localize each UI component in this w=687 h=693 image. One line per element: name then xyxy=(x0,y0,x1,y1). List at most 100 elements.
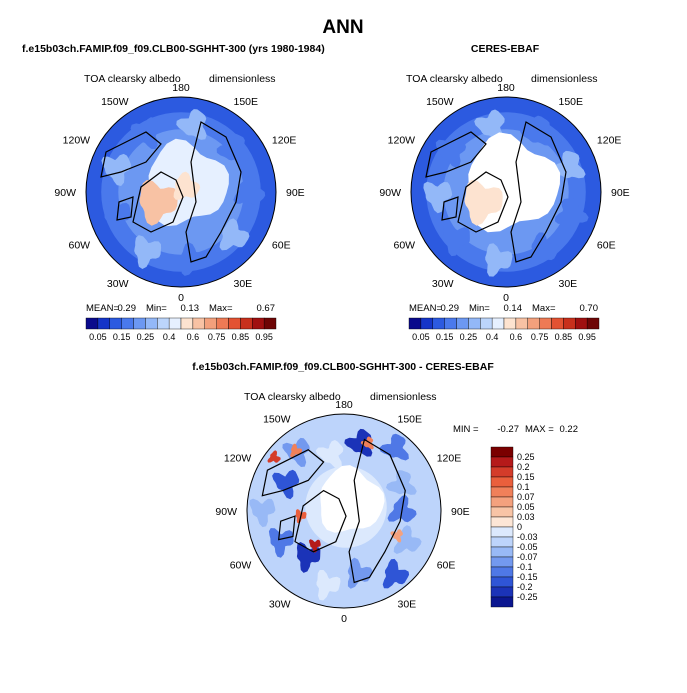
colorbar-label: 0.05 xyxy=(517,502,535,512)
contour-patch xyxy=(134,235,162,269)
colorbar-swatch xyxy=(240,317,253,330)
contour-patch xyxy=(393,525,422,554)
colorbar-swatch xyxy=(192,317,205,330)
colorbar-swatch xyxy=(551,317,564,330)
lon-label: 30W xyxy=(432,278,454,290)
colorbar-label: -0.03 xyxy=(517,532,538,542)
coastline xyxy=(132,171,184,233)
colorbar-swatch xyxy=(586,317,600,330)
colorbar-swatch xyxy=(109,317,122,330)
colorbar-swatch xyxy=(168,317,182,330)
lon-label: 150W xyxy=(263,413,291,425)
lon-label: 0 xyxy=(503,292,509,304)
colorbar-label: 0.05 xyxy=(89,332,107,342)
contour-patch xyxy=(474,109,505,142)
colorbar-label: 0.75 xyxy=(531,332,549,342)
colorbar-swatch xyxy=(444,317,457,330)
lon-label: 30E xyxy=(398,599,417,611)
colorbar-label: 0.4 xyxy=(163,332,176,342)
contour-patch xyxy=(249,498,276,528)
stats-diff-min: -0.27 xyxy=(497,424,519,435)
coastline xyxy=(277,515,296,541)
contour-patch xyxy=(530,232,559,265)
colorbar-swatch xyxy=(563,317,576,330)
stats-model: MEAN= 0.29 Min= 0.13 Max= 0.67 xyxy=(86,303,275,314)
colorbar-swatch xyxy=(180,317,194,330)
contour-patch xyxy=(435,135,467,168)
lon-label: 150W xyxy=(426,96,454,108)
stats-model-min: 0.13 xyxy=(181,303,200,314)
contour-patch xyxy=(130,117,162,149)
contour-patch xyxy=(101,153,132,186)
contour-patch xyxy=(344,428,373,457)
colorbar-swatch xyxy=(490,486,514,498)
positive-bias-patch xyxy=(309,539,321,553)
colorbar-swatch xyxy=(204,317,217,330)
colorbar-swatch xyxy=(85,317,99,330)
lon-label: 60W xyxy=(394,240,416,252)
lon-label: 90W xyxy=(379,187,401,199)
stats-obs-mean-label: MEAN= xyxy=(409,303,442,314)
colorbar-swatch xyxy=(490,556,514,568)
map-boundary xyxy=(246,413,442,609)
colorbar-label: 0.25 xyxy=(137,332,155,342)
stats-model-min-label: Min= xyxy=(146,303,167,314)
lon-label: 120E xyxy=(597,135,622,147)
colorbar-label: 0.95 xyxy=(255,332,273,342)
positive-bias-patch xyxy=(267,450,281,463)
colorbar-swatch xyxy=(432,317,445,330)
stats-diff-min-label: MIN = xyxy=(453,424,479,435)
coastline xyxy=(185,121,242,263)
lon-label: 60E xyxy=(437,560,456,572)
lon-label: 90E xyxy=(451,506,470,518)
stats-difference: MIN = -0.27 MAX = 0.22 xyxy=(453,424,578,435)
colorbar-swatch xyxy=(97,317,111,330)
colorbar-swatch xyxy=(490,586,514,598)
coastline xyxy=(100,131,162,178)
lon-label: 90W xyxy=(54,187,76,199)
colorbar-label: -0.1 xyxy=(517,562,533,572)
contour-patch xyxy=(485,243,513,277)
panel-model-header: f.e15b03ch.FAMIP.f09_f09.CLB00-SGHHT-300… xyxy=(22,43,325,55)
contour-patch xyxy=(520,115,552,146)
colorbar-swatch xyxy=(490,576,514,588)
no-data-region xyxy=(320,465,385,533)
lon-label: 180 xyxy=(497,82,515,94)
stats-diff-max-label: MAX = xyxy=(525,424,554,435)
page-title: ANN xyxy=(322,17,363,38)
contour-patch xyxy=(315,440,344,470)
colorbar-label: -0.07 xyxy=(517,552,538,562)
lon-label: 60E xyxy=(597,240,616,252)
colorbar-swatch xyxy=(491,317,505,330)
colorbar-swatch xyxy=(490,546,514,558)
colorbar-label: -0.2 xyxy=(517,582,533,592)
panel-obs-variable: TOA clearsky albedo xyxy=(406,73,503,85)
lon-label: 120W xyxy=(63,135,91,147)
colorbar-label: 0.2 xyxy=(517,462,530,472)
colorbar-swatch xyxy=(157,317,170,330)
colorbar-swatch xyxy=(263,317,277,330)
lon-label: 30W xyxy=(269,599,291,611)
colorbar-label: -0.15 xyxy=(517,572,538,582)
colorbar-swatch xyxy=(228,317,241,330)
coastline xyxy=(510,121,567,263)
colorbar-label: 0 xyxy=(517,522,522,532)
lon-label: 150E xyxy=(398,413,423,425)
greenland-albedo xyxy=(139,179,178,226)
colorbar-obs: 0.05 0.15 0.25 0.4 0.6 0.75 0.85 0.95 xyxy=(408,317,600,342)
contour-patch xyxy=(268,528,294,558)
colorbar-difference: 0.250.20.150.10.070.050.030-0.03-0.05-0.… xyxy=(490,446,538,608)
positive-bias-patch xyxy=(360,436,374,450)
colorbar-swatch xyxy=(490,476,514,488)
panel-diff-variable: TOA clearsky albedo xyxy=(244,391,341,403)
lon-labels-model: 180 150E 120E 90E 60E 30E 0 30W 60W 90W 120W 150W xyxy=(54,82,304,304)
colorbar-swatch xyxy=(456,317,469,330)
colorbar-swatch xyxy=(133,317,146,330)
contour-patch xyxy=(382,558,410,589)
colorbar-swatch xyxy=(527,317,540,330)
colorbar-swatch xyxy=(503,317,517,330)
contour-patch xyxy=(443,223,470,257)
lon-labels-obs: 180 150E 120E 90E 60E 30E 0 30W 60W 90W 120W 150W xyxy=(379,82,629,304)
lon-label: 120W xyxy=(224,453,252,465)
